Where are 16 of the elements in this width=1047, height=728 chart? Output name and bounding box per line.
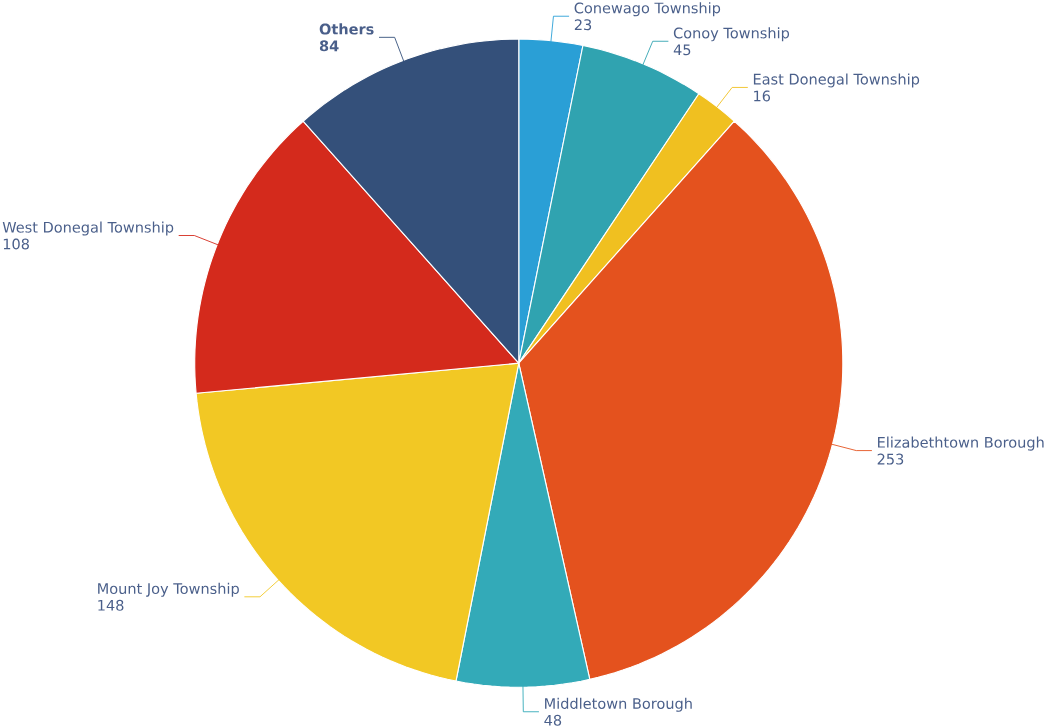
slice-label: Middletown Borough [545,697,692,712]
slice-label: West Donegal Township [2,221,174,236]
slice-label: Elizabethtown Borough [878,436,1044,451]
data-label: 108 [3,238,29,250]
slice-label: Conoy Township [673,27,790,42]
slice-label: Conewago Township [574,2,721,17]
data-label: 45 [673,44,691,56]
data-label: 16 [754,90,771,102]
data-label: 253 [877,453,904,465]
slice-label: East Donegal Township [753,73,920,88]
slice-label: Mount Joy Township [98,582,239,597]
slice-label: Others [319,23,374,35]
data-label: 23 [574,19,592,31]
data-label: 148 [98,599,124,611]
data-label: 84 [319,40,339,52]
data-label: 48 [544,714,562,726]
